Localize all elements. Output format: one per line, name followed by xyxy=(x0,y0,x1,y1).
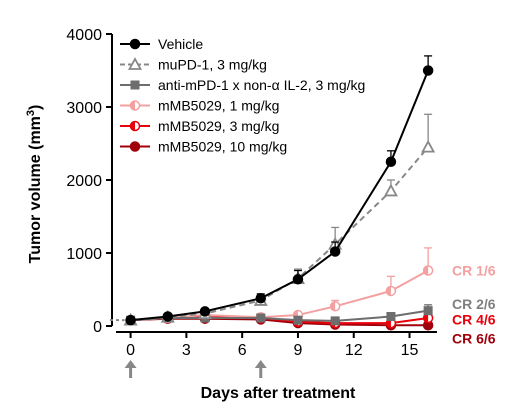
legend-label: anti-mPD-1 x non-α IL-2, 3 mg/kg xyxy=(158,77,365,93)
legend-item: mMB5029, 3 mg/kg xyxy=(120,118,279,134)
data-point xyxy=(423,306,433,316)
series-line xyxy=(130,269,429,322)
data-point-fill xyxy=(423,313,429,323)
data-point xyxy=(130,80,140,90)
y-tick-label: 1000 xyxy=(66,246,102,263)
series-vehicle xyxy=(125,55,434,326)
cr-annotation: CR 4/6 xyxy=(452,311,496,327)
data-point-fill xyxy=(386,286,391,296)
legend-label: mMB5029, 10 mg/kg xyxy=(158,139,287,155)
dosing-arrow-head xyxy=(124,360,137,368)
legend-label: mMB5029, 1 mg/kg xyxy=(158,98,279,114)
data-point xyxy=(255,293,267,304)
y-tick-label: 0 xyxy=(93,319,102,336)
data-point-fill xyxy=(423,266,429,276)
data-point xyxy=(329,246,341,257)
data-point xyxy=(385,156,397,167)
x-tick-label: 3 xyxy=(182,342,191,359)
data-point xyxy=(129,141,141,152)
data-point-fill xyxy=(330,301,336,311)
dosing-arrow-icon xyxy=(124,360,137,378)
y-axis-title-suffix: ) xyxy=(27,105,44,110)
axes: 0 1000 2000 3000 4000 0 3 6 9 12 15 xyxy=(66,27,437,378)
y-axis-title-sup: 3 xyxy=(25,110,37,116)
data-point xyxy=(127,57,143,70)
data-point xyxy=(129,38,141,50)
series-line xyxy=(130,309,429,322)
data-point xyxy=(293,315,303,325)
cr-annotation: CR 6/6 xyxy=(452,330,496,346)
y-axis-title-main: Tumor volume (mm xyxy=(27,116,44,263)
x-tick-label: 12 xyxy=(345,342,363,359)
y-tick-label: 4000 xyxy=(66,27,102,44)
series-line xyxy=(130,70,430,322)
x-tick-label: 15 xyxy=(401,342,419,359)
annotations: CR 1/6 CR 2/6CR 4/6 CR 6/6 xyxy=(452,263,496,347)
data-point xyxy=(199,306,211,317)
y-tick-label: 3000 xyxy=(66,100,102,117)
y-tick-label: 2000 xyxy=(66,173,102,190)
legend: Vehicle muPD-1, 3 mg/kg anti-mPD-1 x non-α… xyxy=(120,36,365,155)
y-axis-title: Tumor volume (mm3) xyxy=(25,105,44,264)
legend-item: Vehicle xyxy=(120,36,203,52)
data-point xyxy=(383,183,398,197)
data-point xyxy=(422,65,434,76)
legend-label: mMB5029, 3 mg/kg xyxy=(158,118,279,134)
legend-label: Vehicle xyxy=(158,36,203,52)
x-tick-label: 9 xyxy=(294,342,303,359)
dosing-arrow-head xyxy=(254,360,267,368)
cr-annotation: CR 2/6 xyxy=(452,296,496,312)
legend-item: mMB5029, 1 mg/kg xyxy=(120,98,279,114)
x-tick-label: 0 xyxy=(126,342,135,359)
data-point xyxy=(162,311,174,322)
cr-annotation: CR 1/6 xyxy=(452,263,496,279)
data-point-fill xyxy=(130,101,135,110)
legend-label: muPD-1, 3 mg/kg xyxy=(158,57,267,73)
legend-item: anti-mPD-1 x non-α IL-2, 3 mg/kg xyxy=(120,77,365,93)
data-point xyxy=(292,274,304,285)
data-point xyxy=(386,312,396,322)
legend-item: mMB5029, 10 mg/kg xyxy=(120,139,287,155)
x-tick-label: 6 xyxy=(238,342,247,359)
x-axis-title: Days after treatment xyxy=(201,385,356,402)
data-point xyxy=(256,313,266,323)
dosing-arrow-icon xyxy=(254,360,267,378)
data-point-fill xyxy=(130,121,135,131)
series-layer xyxy=(123,55,436,331)
data-point xyxy=(421,139,436,153)
data-point xyxy=(125,314,136,326)
data-point xyxy=(330,316,340,326)
legend-item: muPD-1, 3 mg/kg xyxy=(120,57,267,73)
